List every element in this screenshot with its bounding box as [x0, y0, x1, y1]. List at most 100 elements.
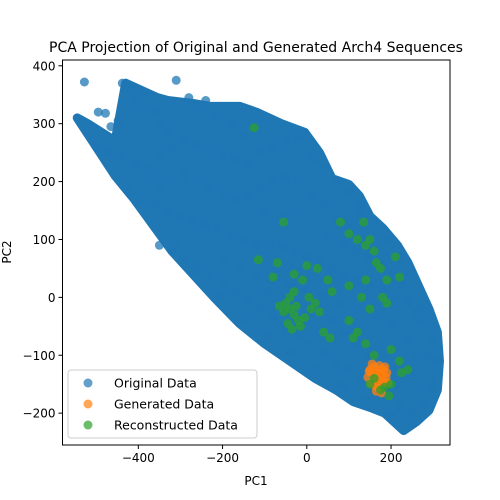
data-point	[352, 304, 362, 314]
data-point	[255, 148, 265, 158]
data-point	[407, 269, 417, 279]
data-point	[230, 153, 240, 163]
data-point	[380, 362, 390, 372]
data-point	[340, 269, 350, 279]
data-point	[150, 107, 160, 117]
data-point	[352, 234, 362, 244]
data-point	[361, 339, 371, 349]
data-point	[129, 159, 139, 169]
data-point	[167, 177, 177, 187]
data-point	[416, 304, 426, 314]
data-point	[409, 310, 419, 320]
data-point	[394, 272, 404, 282]
data-point	[319, 347, 329, 357]
data-point	[306, 188, 316, 198]
data-point	[314, 307, 324, 317]
data-point	[188, 217, 198, 227]
legend-label-generated: Generated Data	[114, 397, 214, 412]
data-point	[255, 182, 265, 192]
data-point	[344, 188, 354, 198]
data-point	[142, 177, 152, 187]
data-point	[113, 116, 123, 126]
data-point	[335, 217, 345, 227]
data-point	[243, 295, 253, 305]
data-point	[138, 194, 148, 204]
y-axis-label: PC2	[0, 240, 14, 263]
data-point	[180, 252, 190, 262]
data-point	[264, 240, 274, 250]
data-point	[184, 93, 194, 103]
data-point	[218, 278, 228, 288]
data-point	[357, 206, 367, 216]
data-point	[239, 234, 249, 244]
data-point	[281, 171, 291, 181]
data-point	[382, 275, 392, 285]
data-point	[169, 240, 179, 250]
data-point	[230, 194, 240, 204]
data-point	[287, 324, 297, 334]
data-point	[154, 119, 164, 129]
data-point	[163, 206, 173, 216]
data-point	[344, 316, 354, 326]
data-point	[331, 177, 341, 187]
data-point	[364, 366, 374, 376]
data-point	[281, 136, 291, 146]
x-tick-label: 0	[303, 451, 311, 465]
x-tick-label: 200	[380, 451, 403, 465]
data-point	[365, 304, 375, 314]
y-tick-label: −200	[23, 407, 56, 421]
legend-frame	[67, 369, 258, 439]
data-point	[348, 333, 358, 343]
data-point	[327, 316, 337, 326]
data-point	[295, 321, 305, 331]
x-tick-label: −400	[122, 451, 155, 465]
data-point	[154, 148, 164, 158]
data-point	[407, 408, 417, 418]
data-point	[319, 200, 329, 210]
data-point	[304, 292, 314, 302]
data-point	[226, 119, 236, 129]
data-point	[293, 177, 303, 187]
data-point	[386, 321, 396, 331]
data-point	[403, 365, 413, 375]
data-point	[323, 275, 333, 285]
data-point	[135, 101, 145, 111]
data-point	[384, 411, 394, 421]
data-point	[213, 113, 223, 123]
data-point	[251, 237, 261, 247]
data-point	[154, 182, 164, 192]
data-point	[226, 229, 236, 239]
legend: Original Data Generated Data Reconstruct…	[67, 369, 258, 439]
plot-area	[72, 75, 444, 436]
data-point	[175, 211, 185, 221]
data-point	[295, 206, 305, 216]
data-point	[218, 258, 228, 268]
data-point	[376, 263, 386, 273]
x-tick-label: −200	[206, 451, 239, 465]
data-point	[163, 124, 173, 134]
data-point	[300, 127, 310, 137]
data-point	[100, 108, 110, 118]
data-point	[369, 217, 379, 227]
data-point	[340, 327, 350, 337]
y-tick-label: 200	[33, 175, 56, 189]
data-point	[213, 223, 223, 233]
data-point	[359, 217, 369, 227]
data-point	[319, 292, 329, 302]
data-point	[363, 252, 373, 262]
data-point	[117, 78, 127, 88]
data-point	[338, 240, 348, 250]
data-point	[140, 90, 150, 100]
data-point	[150, 200, 160, 210]
data-point	[403, 298, 413, 308]
data-point	[344, 365, 354, 375]
data-point	[213, 289, 223, 299]
data-point	[298, 275, 308, 285]
data-point	[260, 206, 270, 216]
legend-marker-generated	[83, 399, 93, 409]
data-point	[201, 96, 211, 106]
y-tick-label: 100	[33, 233, 56, 247]
data-point	[386, 379, 396, 389]
data-point	[306, 339, 316, 349]
data-point	[287, 347, 297, 357]
